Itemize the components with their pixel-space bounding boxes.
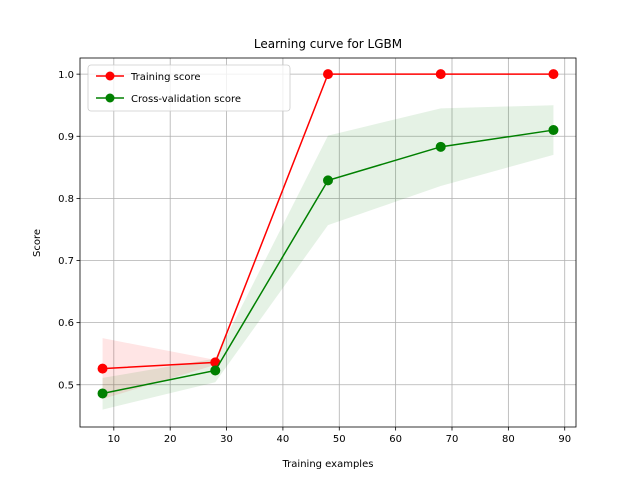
y-tick-label: 0.8 xyxy=(58,194,74,205)
training-score-point xyxy=(323,69,333,80)
y-tick-label: 0.6 xyxy=(58,318,74,329)
cv-score-point xyxy=(210,365,221,376)
legend-training-label: Training score xyxy=(130,72,201,83)
training-score-point xyxy=(435,69,446,80)
y-tick-label: 0.7 xyxy=(58,256,74,267)
x-tick-label: 10 xyxy=(107,434,120,445)
x-tick-label: 20 xyxy=(164,434,177,445)
chart-title: Learning curve for LGBM xyxy=(254,37,402,51)
legend: Training score Cross-validation score xyxy=(87,64,291,112)
cv-score-point xyxy=(548,125,559,136)
legend-box xyxy=(87,64,291,112)
legend-training-marker xyxy=(105,71,115,81)
x-tick-label: 70 xyxy=(446,434,459,445)
training-score-point xyxy=(97,363,108,374)
legend-cv-marker xyxy=(105,93,115,103)
y-tick-label: 0.9 xyxy=(58,132,74,143)
axis-ticks: 10 20 30 40 50 60 70 80 90 0.5 0.6 0.7 0.8 0.9 1.0 xyxy=(58,70,571,445)
series-lines xyxy=(97,69,559,399)
x-tick-label: 40 xyxy=(277,434,290,445)
cv-score-point xyxy=(435,141,446,152)
x-tick-label: 30 xyxy=(220,434,233,445)
y-tick-label: 0.5 xyxy=(58,380,74,391)
x-tick-label: 60 xyxy=(389,434,402,445)
y-axis-label: Score xyxy=(32,229,43,257)
x-tick-label: 80 xyxy=(502,434,515,445)
x-axis-label: Training examples xyxy=(282,459,374,470)
legend-cv-label: Cross-validation score xyxy=(131,94,241,105)
x-tick-label: 50 xyxy=(333,434,346,445)
y-tick-label: 1.0 xyxy=(58,70,74,81)
cv-score-band xyxy=(102,105,554,410)
x-tick-label: 90 xyxy=(558,434,571,445)
training-score-point xyxy=(548,69,559,80)
plot-frame xyxy=(79,57,577,428)
cv-score-point xyxy=(97,388,108,399)
cv-score-point xyxy=(323,175,333,186)
